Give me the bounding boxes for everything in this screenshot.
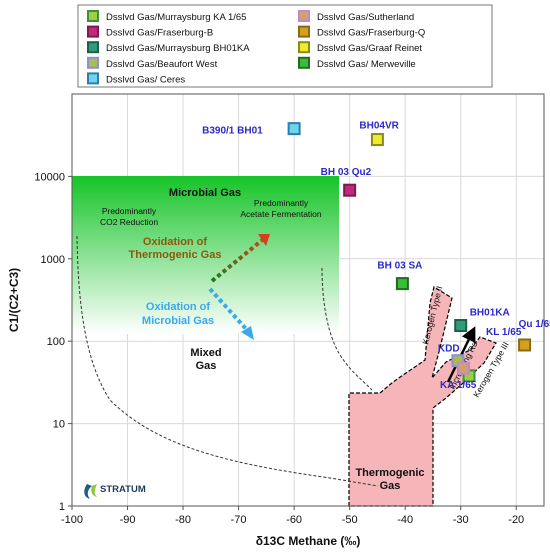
legend-entry: Dsslvd Gas/Fraserburg-Q (317, 28, 425, 39)
y-tick-label: 10 (53, 419, 65, 431)
y-tick-label: 1000 (41, 254, 65, 266)
co2-reduction-label-line1: Predominantly (102, 206, 157, 216)
x-axis-ticks: -100 -90 -80 -70 -60 -50 -40 -30 -20 (61, 506, 524, 526)
acetate-fermentation-label-line1: Predominantly (254, 198, 309, 208)
data-point (343, 183, 357, 197)
oxidation-thermogenic-label-line1: Oxidation of (143, 236, 208, 248)
stratum-logo: STRATUM (84, 484, 146, 499)
legend-swatch (298, 10, 310, 22)
y-axis-title: C1/(C2+C3) (7, 268, 21, 332)
point-label: BH 03 Qu2 (321, 167, 372, 178)
x-tick-label: -90 (120, 514, 136, 526)
legend-swatch (298, 41, 310, 54)
point-label: B390/1 BH01 (202, 126, 263, 137)
plot-frame (71, 93, 545, 507)
thermogenic-region (348, 286, 497, 507)
data-point (454, 319, 468, 333)
legend-swatch (87, 72, 99, 85)
oxidation-microbial-arrow (208, 287, 254, 340)
point-label: BH04VR (359, 121, 399, 132)
x-tick-label: -100 (61, 514, 83, 526)
thermogenic-gas-label-line2: Gas (380, 480, 401, 492)
x-tick-label: -20 (508, 514, 524, 526)
oxidation-microbial-label-line2: Microbial Gas (142, 315, 214, 327)
microbial-gas-label: Microbial Gas (169, 187, 241, 199)
data-point (370, 133, 384, 147)
legend-swatch (87, 10, 99, 22)
legend-entry: Dsslvd Gas/Murraysburg BH01KA (106, 43, 250, 54)
legend-entry: Dsslvd Gas/Fraserburg-B (106, 28, 213, 39)
co2-reduction-label-line2: CO2 Reduction (100, 217, 158, 227)
data-point (518, 338, 532, 352)
legend-swatch (87, 56, 99, 69)
x-tick-label: -70 (231, 514, 247, 526)
x-tick-label: -80 (175, 514, 191, 526)
y-axis-ticks: 1 10 100 1000 10000 (34, 171, 72, 513)
y-tick-label: 100 (47, 336, 65, 348)
oxidation-microbial-label-line1: Oxidation of (146, 301, 211, 313)
legend: Dsslvd Gas/Murraysburg KA 1/65 Dsslvd Gas… (87, 10, 425, 85)
svg-text:STRATUM: STRATUM (100, 484, 146, 495)
oxidation-thermogenic-label-line2: Thermogenic Gas (129, 249, 222, 261)
data-point (456, 361, 470, 375)
point-label: BH01KA (470, 308, 510, 319)
legend-entry: Dsslvd Gas/ Ceres (106, 74, 185, 85)
point-label-kl165: KL 1/65 (486, 327, 522, 338)
point-label: KA 1/65 (440, 380, 477, 391)
x-axis-title: δ13C Methane (‰) (256, 534, 361, 548)
mixed-gas-label-line2: Gas (196, 360, 217, 372)
x-tick-label: -40 (397, 514, 413, 526)
mixed-gas-boundary-left (76, 235, 379, 487)
legend-swatch (87, 25, 99, 38)
point-labels: KA 1/65 BH 03 Qu2 BH01KA KDD B390/1 BH01 Qu 1… (202, 121, 550, 391)
data-point (395, 277, 409, 291)
point-label: Qu 1/65 (519, 319, 550, 330)
legend-entry: Dsslvd Gas/Graaf Reinet (317, 43, 422, 54)
point-label: KDD (438, 344, 460, 355)
microbial-gas-region (72, 176, 339, 334)
legend-swatch (87, 41, 99, 54)
legend-entry: Dsslvd Gas/Beaufort West (106, 59, 218, 70)
x-tick-label: -50 (342, 514, 358, 526)
data-point (287, 122, 301, 136)
y-tick-label: 10000 (34, 171, 65, 183)
mixed-gas-boundary-right (321, 267, 373, 391)
oxidation-thermogenic-arrow (210, 234, 270, 283)
legend-box (77, 4, 493, 88)
data-points (287, 122, 532, 383)
legend-entry: Dsslvd Gas/Sutherland (317, 12, 414, 23)
thermogenic-gas-label-line1: Thermogenic (355, 467, 424, 479)
point-label: BH 03 SA (377, 261, 422, 272)
x-tick-label: -60 (286, 514, 302, 526)
x-tick-label: -30 (453, 514, 469, 526)
mixed-gas-label-line1: Mixed (190, 347, 221, 359)
legend-entry: Dsslvd Gas/ Merweville (317, 59, 416, 70)
legend-swatch (298, 56, 310, 69)
legend-swatch (298, 25, 310, 38)
legend-entry: Dsslvd Gas/Murraysburg KA 1/65 (106, 12, 246, 23)
y-tick-label: 1 (59, 501, 65, 513)
acetate-fermentation-label-line2: Acetate Fermentation (240, 209, 322, 219)
